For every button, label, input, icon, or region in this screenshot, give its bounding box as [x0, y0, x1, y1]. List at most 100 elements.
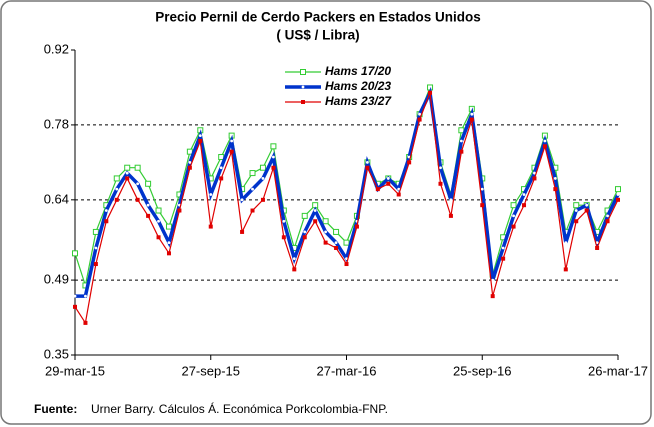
marker — [240, 229, 245, 234]
marker — [259, 164, 266, 171]
marker — [439, 166, 442, 170]
marker — [188, 160, 192, 164]
marker — [344, 262, 349, 267]
source-label: Fuente: — [34, 402, 77, 416]
marker — [428, 90, 433, 95]
marker — [261, 177, 265, 180]
x-tick-label: 26-mar-17 — [588, 363, 648, 378]
marker — [584, 208, 589, 213]
marker — [490, 294, 495, 299]
marker — [83, 320, 88, 325]
x-tick-label: 27-sep-15 — [181, 363, 240, 378]
y-tick-label: 0.64 — [44, 191, 69, 206]
marker — [606, 214, 609, 218]
marker — [480, 203, 485, 208]
marker — [281, 235, 286, 240]
marker — [229, 149, 234, 154]
marker — [365, 160, 369, 164]
legend-marker — [301, 85, 305, 89]
marker — [93, 262, 98, 267]
marker — [512, 214, 515, 218]
marker — [375, 187, 380, 192]
marker — [616, 197, 620, 202]
marker — [125, 171, 129, 175]
source: Urner Barry. Cálculos Á. Económica Porkc… — [91, 401, 388, 416]
marker — [135, 197, 140, 202]
marker — [323, 240, 328, 245]
marker — [585, 203, 589, 207]
marker — [136, 182, 140, 186]
marker — [313, 219, 318, 224]
marker — [470, 112, 474, 116]
marker — [72, 250, 78, 257]
marker — [438, 181, 443, 186]
legend-label: Hams 17/20 — [325, 64, 391, 78]
marker — [219, 166, 223, 170]
marker — [104, 219, 109, 224]
marker — [301, 212, 308, 219]
marker — [448, 213, 453, 218]
marker — [198, 134, 202, 138]
marker — [501, 256, 506, 261]
marker — [146, 203, 150, 207]
marker — [94, 246, 98, 250]
marker — [165, 223, 172, 230]
marker — [104, 209, 108, 212]
marker — [407, 160, 412, 165]
marker — [134, 164, 141, 171]
marker — [553, 177, 557, 180]
marker — [511, 224, 516, 229]
marker — [198, 138, 203, 143]
marker — [574, 219, 579, 224]
marker — [125, 176, 130, 181]
marker — [157, 219, 160, 223]
legend-label: Hams 20/23 — [325, 79, 391, 93]
marker — [219, 176, 224, 181]
x-tick-label: 29-mar-15 — [45, 363, 105, 378]
marker — [84, 294, 87, 298]
marker — [240, 198, 244, 202]
marker — [333, 228, 340, 235]
marker — [146, 213, 151, 218]
legend-label: Hams 23/27 — [325, 94, 392, 108]
marker — [605, 219, 610, 224]
marker — [469, 117, 474, 122]
marker — [114, 197, 119, 202]
marker — [574, 209, 578, 212]
marker — [303, 230, 307, 234]
marker — [449, 198, 453, 202]
marker — [543, 139, 547, 143]
chart-title: Precio Pernil de Cerdo Packers en Estado… — [155, 10, 481, 25]
marker — [313, 209, 317, 212]
marker — [616, 193, 620, 196]
marker — [282, 219, 286, 223]
marker — [417, 117, 422, 122]
legend-marker — [300, 69, 306, 75]
marker — [396, 192, 401, 197]
marker — [302, 235, 307, 240]
marker — [573, 202, 580, 209]
marker — [145, 180, 152, 187]
marker — [334, 241, 338, 245]
marker — [113, 175, 120, 182]
x-tick-label: 25-sep-16 — [453, 363, 512, 378]
marker — [177, 208, 182, 213]
y-tick-label: 0.49 — [44, 272, 69, 287]
x-tick-label: 27-mar-16 — [317, 363, 377, 378]
marker — [533, 171, 536, 175]
marker — [73, 294, 77, 298]
marker — [553, 187, 558, 192]
marker — [270, 143, 277, 150]
marker — [292, 267, 297, 272]
marker — [563, 267, 568, 272]
marker — [324, 230, 328, 234]
marker — [167, 241, 171, 245]
marker — [334, 245, 339, 250]
marker — [209, 193, 213, 196]
marker — [124, 164, 131, 171]
marker — [271, 165, 276, 170]
marker — [156, 235, 161, 240]
marker — [542, 144, 547, 149]
